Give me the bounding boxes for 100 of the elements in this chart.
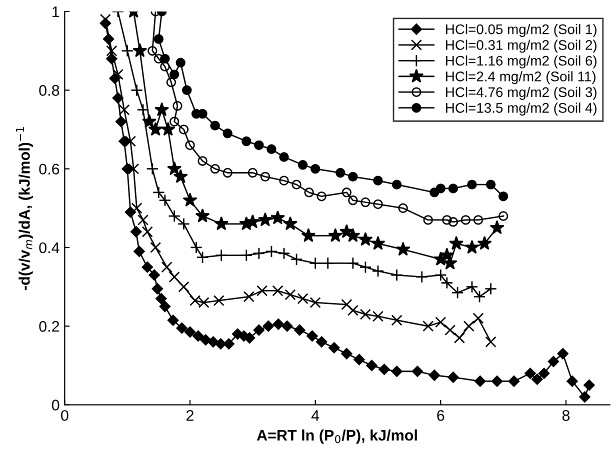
x-tick-label: 6 xyxy=(437,410,444,421)
y-axis-title: -d(v/v$_{m}$)/dA, (kJ/mol)$^{−1}$ xyxy=(16,127,33,290)
point xyxy=(215,249,228,262)
point xyxy=(498,211,508,221)
point xyxy=(154,102,170,116)
point xyxy=(131,202,142,214)
x-tick-label: 4 xyxy=(311,410,320,421)
point xyxy=(298,160,308,170)
point xyxy=(477,236,492,250)
point xyxy=(161,262,172,273)
point xyxy=(260,172,270,182)
point xyxy=(142,114,157,128)
point xyxy=(258,212,272,226)
point xyxy=(184,326,196,338)
point xyxy=(434,268,447,282)
point xyxy=(440,276,454,290)
point xyxy=(435,316,446,328)
point xyxy=(222,168,232,178)
point xyxy=(148,46,158,56)
point xyxy=(297,293,308,304)
point xyxy=(467,180,477,190)
point xyxy=(358,232,373,246)
point xyxy=(200,334,212,346)
point xyxy=(485,336,496,348)
point xyxy=(106,45,118,56)
point xyxy=(266,144,276,154)
point xyxy=(158,194,172,207)
point xyxy=(130,226,142,238)
point xyxy=(341,298,352,310)
point xyxy=(316,191,326,202)
point xyxy=(538,368,550,379)
point xyxy=(448,217,458,227)
point xyxy=(177,218,190,230)
point xyxy=(448,184,458,194)
point xyxy=(347,304,358,316)
point xyxy=(198,156,208,166)
point xyxy=(373,176,383,186)
point xyxy=(167,314,179,326)
point xyxy=(185,140,195,150)
y-tick-label: 0.6 xyxy=(39,164,60,175)
point xyxy=(176,58,186,68)
y-tick-label: 0.4 xyxy=(39,242,60,254)
point xyxy=(354,354,365,366)
point xyxy=(252,247,266,260)
point xyxy=(282,320,293,332)
point xyxy=(243,291,254,302)
point xyxy=(460,215,471,225)
point xyxy=(348,195,358,206)
point xyxy=(168,210,181,222)
point xyxy=(341,348,352,360)
point xyxy=(498,191,508,202)
point xyxy=(160,54,170,64)
point xyxy=(449,236,464,250)
point xyxy=(491,376,503,387)
point xyxy=(463,320,474,332)
point xyxy=(466,280,478,294)
point xyxy=(557,348,568,360)
point xyxy=(360,197,370,208)
point xyxy=(182,192,198,207)
point xyxy=(548,356,560,368)
point xyxy=(134,246,145,258)
point xyxy=(336,168,346,178)
point xyxy=(309,256,322,270)
point xyxy=(372,310,384,322)
point xyxy=(195,208,210,222)
point xyxy=(172,101,182,111)
point xyxy=(474,376,486,387)
point xyxy=(473,215,484,225)
point xyxy=(359,260,372,274)
point xyxy=(278,247,290,260)
point xyxy=(223,338,234,350)
point xyxy=(198,108,208,119)
point xyxy=(213,295,224,306)
point xyxy=(304,188,314,198)
point xyxy=(112,92,124,104)
point xyxy=(422,320,434,332)
point xyxy=(100,14,111,25)
point xyxy=(253,324,265,336)
point xyxy=(137,214,149,226)
point xyxy=(328,342,340,354)
x-axis-title: A=RT ln (P$_{0}$/P), kJ/mol xyxy=(256,429,417,444)
point xyxy=(508,376,520,387)
point xyxy=(254,140,264,150)
point xyxy=(265,245,278,258)
point xyxy=(436,184,446,194)
point xyxy=(192,330,204,342)
point xyxy=(322,256,334,270)
y-tick-label: 1 xyxy=(52,6,60,18)
point xyxy=(210,164,220,174)
point xyxy=(416,270,428,284)
point xyxy=(390,268,404,282)
x-tick-label: 8 xyxy=(562,410,570,421)
point xyxy=(159,300,171,312)
point xyxy=(532,374,543,385)
legend-label: HCl=2.4 mg/m2 (Soil 11) xyxy=(446,71,596,84)
point xyxy=(169,70,180,80)
point xyxy=(442,215,452,225)
point xyxy=(391,366,402,377)
point xyxy=(272,318,284,330)
point xyxy=(214,216,229,230)
